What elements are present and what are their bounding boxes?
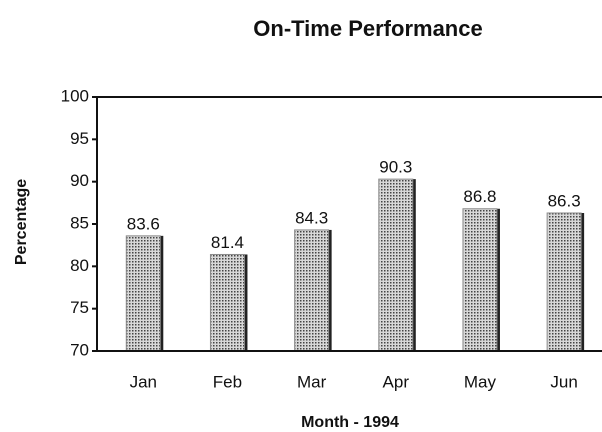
data-label: 86.8 — [463, 187, 496, 206]
x-axis-title: Month - 1994 — [301, 414, 399, 431]
y-tick-label: 100 — [61, 86, 89, 105]
bar — [125, 235, 161, 352]
x-tick-label: May — [464, 372, 497, 391]
data-label: 83.6 — [127, 214, 160, 233]
y-tick-label: 85 — [70, 213, 89, 232]
x-tick-label: Feb — [213, 372, 242, 391]
data-label: 90.3 — [379, 158, 412, 177]
x-tick-label: Mar — [297, 372, 327, 391]
y-tick-label: 80 — [70, 256, 89, 275]
x-tick-label: Apr — [383, 372, 410, 391]
chart-title: On-Time Performance — [253, 16, 482, 41]
y-tick-label: 90 — [70, 171, 89, 190]
bar — [294, 229, 330, 352]
y-tick-label: 95 — [70, 129, 89, 148]
data-label: 81.4 — [211, 233, 244, 252]
data-label: 84.3 — [295, 208, 328, 227]
bar — [462, 208, 498, 352]
data-label: 86.3 — [548, 191, 581, 210]
bar — [378, 178, 414, 352]
x-tick-label: Jun — [550, 372, 577, 391]
bar — [546, 212, 582, 352]
x-tick-label: Jan — [130, 372, 157, 391]
y-tick-label: 70 — [70, 340, 89, 359]
y-tick-label: 75 — [70, 298, 89, 317]
bar — [209, 253, 245, 352]
y-axis-title: Percentage — [13, 179, 30, 265]
